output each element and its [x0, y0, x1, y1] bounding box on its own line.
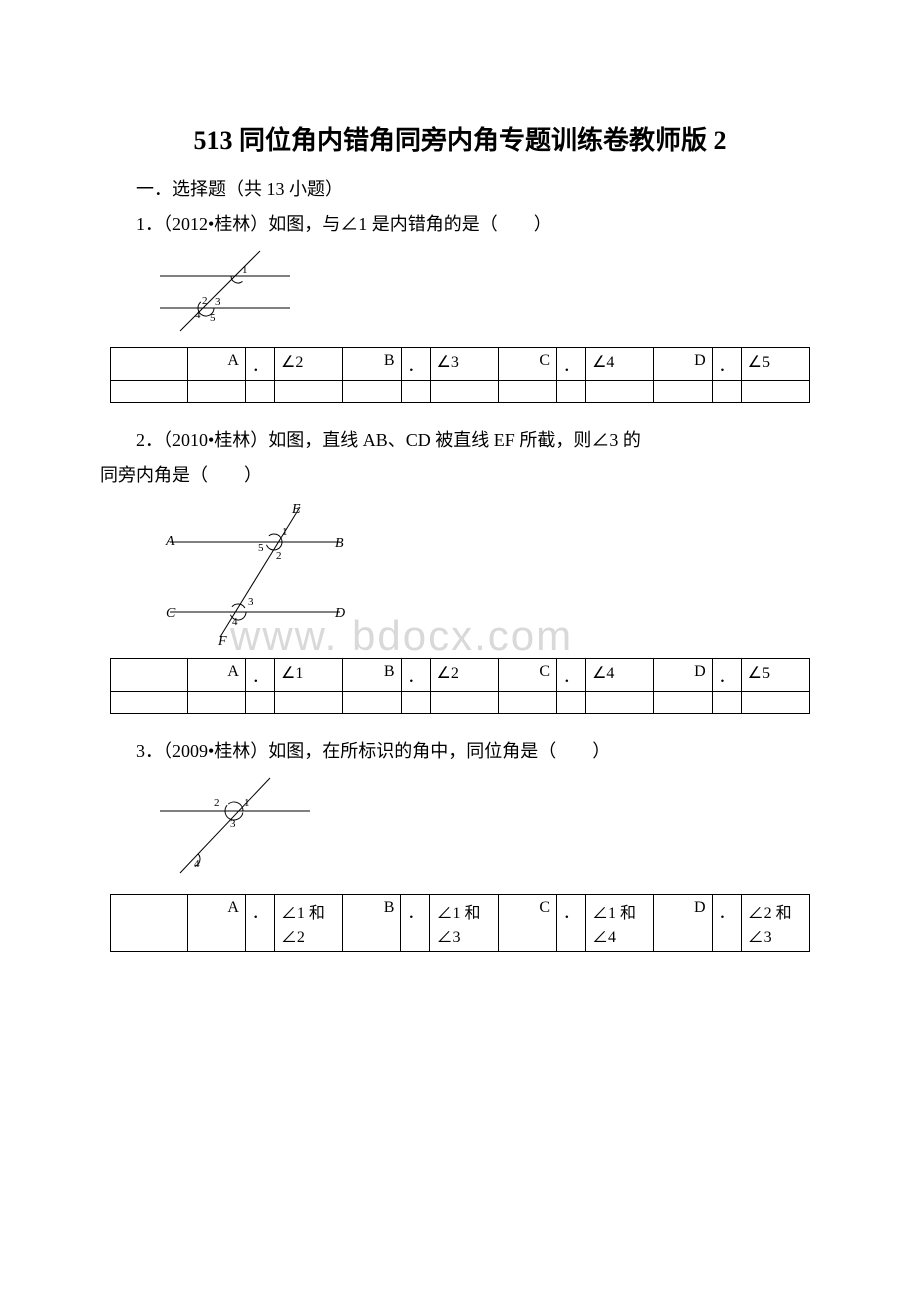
opt-val-c: ∠4 — [586, 348, 654, 381]
svg-text:3: 3 — [248, 596, 254, 608]
opt-dot: ． — [712, 895, 741, 952]
opt-dot: ． — [712, 348, 741, 381]
opt-letter-d: D — [654, 348, 712, 381]
question-2-text-l1: 2．（2010•桂林）如图，直线 AB、CD 被直线 EF 所截，则∠3 的 — [100, 427, 820, 454]
opt-letter-a: A — [187, 895, 245, 952]
opt-val-b: ∠3 — [430, 348, 498, 381]
opt-letter-b: B — [343, 895, 401, 952]
table-row: A ． ∠2 B ． ∠3 C ． ∠4 D ． ∠5 — [111, 348, 810, 381]
opt-val-c: ∠1 和∠4 — [586, 895, 654, 952]
svg-text:1: 1 — [282, 526, 288, 538]
opt-dot: ． — [245, 659, 274, 692]
question-2-text-l2: 同旁内角是（ ） — [100, 462, 820, 489]
svg-text:3: 3 — [215, 296, 221, 308]
opt-letter-a: A — [187, 659, 245, 692]
opt-val-d: ∠2 和∠3 — [741, 895, 809, 952]
question-1-diagram: 1 23 45 — [140, 246, 820, 341]
opt-letter-b: B — [343, 659, 401, 692]
svg-text:4: 4 — [232, 616, 238, 628]
svg-text:B: B — [335, 536, 344, 551]
svg-text:3: 3 — [230, 818, 236, 830]
opt-val-a: ∠1 — [275, 659, 343, 692]
opt-letter-c: C — [498, 895, 556, 952]
lead-cell — [111, 895, 188, 952]
table-row — [111, 381, 810, 403]
svg-text:5: 5 — [258, 542, 264, 554]
table-row: A ． ∠1 B ． ∠2 C ． ∠4 D ． ∠5 — [111, 659, 810, 692]
opt-dot: ． — [401, 659, 430, 692]
question-3-text: 3．（2009•桂林）如图，在所标识的角中，同位角是（ ） — [100, 738, 820, 765]
question-1-text: 1．（2012•桂林）如图，与∠1 是内错角的是（ ） — [100, 211, 820, 238]
question-3-options-table: A ． ∠1 和∠2 B ． ∠1 和∠3 C ． ∠1 和∠4 D ． ∠2 … — [110, 894, 810, 952]
table-row — [111, 692, 810, 714]
svg-text:E: E — [291, 502, 301, 517]
svg-text:1: 1 — [242, 264, 248, 276]
opt-dot: ． — [245, 895, 274, 952]
page-title: 513 同位角内错角同旁内角专题训练卷教师版 2 — [100, 120, 820, 157]
question-2-diagram: 1 52 34 A B C D E F — [140, 497, 820, 652]
lead-cell — [111, 348, 188, 381]
opt-letter-a: A — [187, 348, 245, 381]
diagram-svg: 1 23 45 — [140, 246, 310, 336]
svg-text:2: 2 — [276, 550, 282, 562]
svg-text:5: 5 — [210, 312, 216, 324]
diagram-svg: 1 23 4 — [140, 773, 330, 883]
svg-text:1: 1 — [244, 797, 250, 809]
opt-dot: ． — [556, 895, 585, 952]
opt-letter-c: C — [498, 348, 556, 381]
opt-letter-c: C — [498, 659, 556, 692]
opt-dot: ． — [557, 659, 586, 692]
opt-dot: ． — [245, 348, 274, 381]
svg-text:4: 4 — [195, 309, 201, 321]
question-1-options-table: A ． ∠2 B ． ∠3 C ． ∠4 D ． ∠5 — [110, 347, 810, 403]
svg-text:2: 2 — [214, 797, 220, 809]
svg-text:4: 4 — [194, 858, 200, 870]
question-3-diagram: 1 23 4 — [140, 773, 820, 888]
opt-letter-b: B — [343, 348, 401, 381]
opt-val-a: ∠2 — [275, 348, 343, 381]
opt-letter-d: D — [654, 659, 712, 692]
svg-text:2: 2 — [202, 295, 208, 307]
table-row: A ． ∠1 和∠2 B ． ∠1 和∠3 C ． ∠1 和∠4 D ． ∠2 … — [111, 895, 810, 952]
opt-dot: ． — [712, 659, 741, 692]
opt-val-d: ∠5 — [741, 659, 809, 692]
page-content: 513 同位角内错角同旁内角专题训练卷教师版 2 一．选择题（共 13 小题） … — [100, 120, 820, 952]
svg-text:C: C — [166, 606, 176, 621]
opt-dot: ． — [557, 348, 586, 381]
svg-text:A: A — [165, 534, 175, 549]
opt-val-a: ∠1 和∠2 — [274, 895, 342, 952]
opt-val-b: ∠1 和∠3 — [430, 895, 498, 952]
svg-text:F: F — [217, 634, 227, 647]
lead-cell — [111, 659, 188, 692]
opt-val-c: ∠4 — [586, 659, 654, 692]
diagram-svg: 1 52 34 A B C D E F — [140, 497, 370, 647]
svg-text:D: D — [334, 606, 345, 621]
question-2-options-table: A ． ∠1 B ． ∠2 C ． ∠4 D ． ∠5 — [110, 658, 810, 714]
section-heading: 一．选择题（共 13 小题） — [100, 175, 820, 201]
opt-dot: ． — [401, 895, 430, 952]
opt-val-b: ∠2 — [430, 659, 498, 692]
opt-dot: ． — [401, 348, 430, 381]
opt-val-d: ∠5 — [741, 348, 809, 381]
opt-letter-d: D — [654, 895, 712, 952]
